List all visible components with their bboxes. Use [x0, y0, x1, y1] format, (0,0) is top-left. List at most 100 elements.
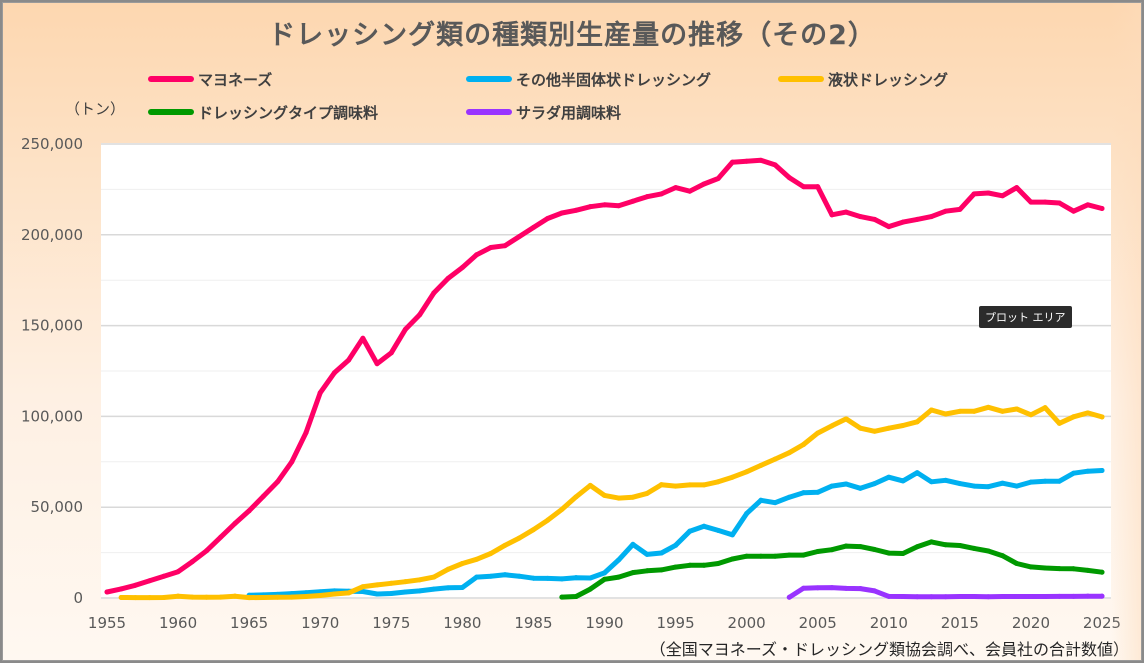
y-axis-ticks: 0 50,000 100,000 150,000 200,000 250,000 [21, 135, 83, 607]
data-point [616, 557, 622, 563]
x-tick-label: 1975 [372, 614, 410, 632]
data-point [189, 559, 195, 565]
data-point [303, 430, 309, 436]
data-point [1085, 593, 1091, 599]
data-point [829, 423, 835, 429]
y-axis-unit-label: （トン） [65, 100, 126, 118]
data-point [161, 573, 167, 579]
data-point [900, 551, 906, 557]
data-point [872, 481, 878, 487]
data-point [1071, 566, 1077, 572]
plot-area-tooltip: プロット エリア [979, 306, 1072, 328]
data-point [687, 188, 693, 194]
data-point [602, 202, 607, 208]
y-tick-label: 250,000 [21, 135, 83, 153]
data-point [1000, 408, 1005, 414]
data-point [786, 594, 792, 600]
data-point [928, 407, 934, 413]
x-tick-label: 1985 [514, 614, 552, 632]
data-point [417, 588, 423, 594]
data-point [914, 544, 920, 550]
data-point [616, 495, 622, 501]
legend-swatch-semi-solid [466, 76, 512, 82]
data-point [886, 425, 892, 431]
data-point [275, 594, 281, 600]
data-point [701, 482, 707, 488]
data-point [928, 479, 934, 485]
data-point [957, 481, 963, 487]
data-point [985, 484, 991, 490]
data-point [815, 430, 821, 436]
data-point [545, 575, 551, 581]
data-point [886, 593, 892, 599]
data-point [644, 490, 650, 496]
data-point [530, 575, 536, 581]
data-point [1056, 420, 1062, 426]
data-point [1085, 202, 1091, 208]
data-point [786, 450, 792, 456]
data-point [502, 572, 508, 578]
data-point [1028, 199, 1034, 205]
data-point [1099, 205, 1105, 211]
data-point [502, 243, 508, 249]
series-4 [786, 585, 1105, 600]
data-point [857, 586, 863, 592]
data-point [815, 549, 821, 555]
data-point [914, 470, 920, 476]
series-1 [246, 468, 1105, 598]
data-point [360, 588, 366, 594]
data-point [801, 442, 806, 448]
data-point [744, 553, 750, 559]
data-point [232, 593, 238, 599]
data-point [658, 567, 664, 573]
data-point [658, 550, 664, 556]
data-point [943, 477, 949, 483]
data-point [488, 245, 494, 251]
data-point [872, 428, 878, 434]
data-point [374, 361, 380, 367]
data-point [928, 594, 934, 600]
data-point [843, 481, 849, 487]
data-point [943, 411, 949, 417]
data-point [886, 474, 892, 480]
data-point [758, 462, 764, 468]
data-point [900, 219, 906, 225]
data-point [587, 482, 593, 488]
data-point [758, 553, 764, 559]
data-point [246, 595, 252, 601]
data-point [147, 595, 153, 601]
data-point [673, 564, 679, 570]
data-point [331, 370, 337, 376]
data-point [1028, 479, 1034, 485]
data-point [431, 574, 437, 580]
series-2 [118, 404, 1105, 601]
data-point [147, 578, 153, 584]
data-point [715, 479, 721, 485]
data-point [459, 264, 465, 270]
data-point [317, 592, 323, 598]
data-point [772, 500, 778, 506]
data-point [474, 574, 480, 580]
data-point [104, 589, 110, 595]
series-line[interactable] [118, 404, 1105, 601]
x-tick-label: 1995 [656, 614, 694, 632]
data-point [900, 594, 906, 600]
data-point [815, 184, 821, 190]
data-point [374, 582, 380, 588]
data-point [957, 543, 963, 549]
data-point [744, 511, 750, 517]
data-point [1028, 594, 1034, 600]
data-point [1085, 567, 1091, 573]
x-tick-label: 2020 [1012, 614, 1050, 632]
data-point [957, 594, 963, 600]
data-point [886, 224, 892, 230]
data-point [900, 422, 906, 428]
data-point [729, 556, 735, 562]
data-point [275, 479, 281, 485]
data-point [403, 589, 408, 595]
data-point [985, 548, 991, 554]
data-point [971, 483, 977, 489]
legend-label-dressing-type: ドレッシングタイプ調味料 [198, 103, 379, 122]
series-lines [104, 157, 1105, 601]
data-point [928, 214, 934, 220]
